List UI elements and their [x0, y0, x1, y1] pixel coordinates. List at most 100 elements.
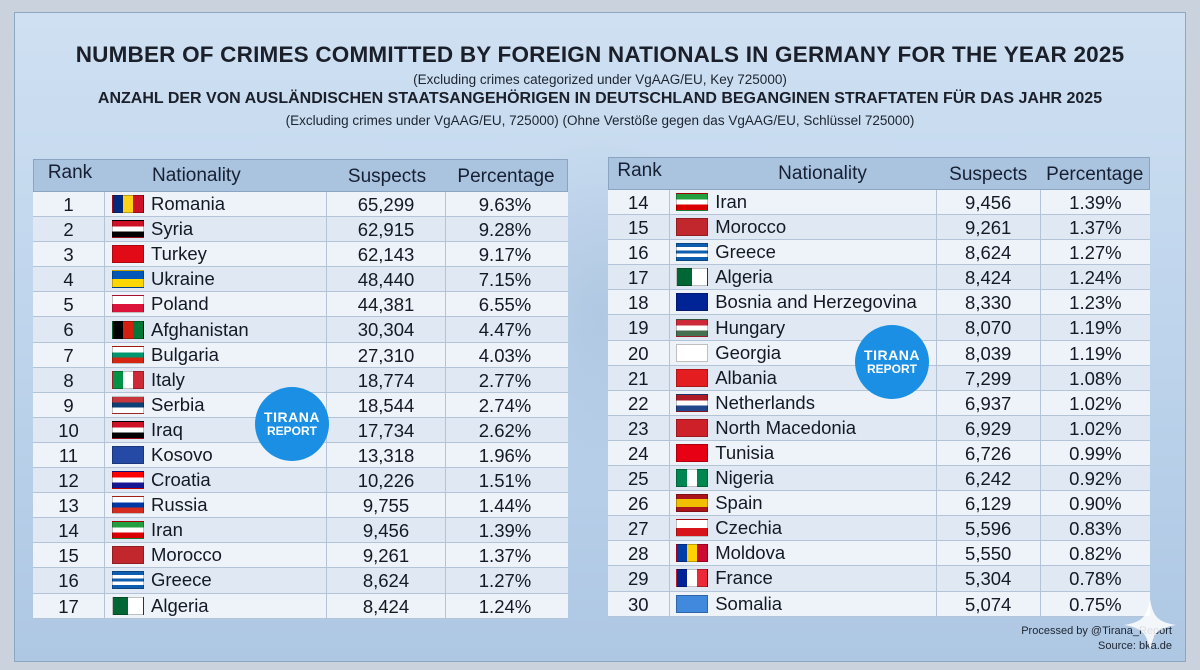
bulgaria-flag-icon — [112, 345, 144, 364]
rank-cell: 16 — [608, 240, 670, 265]
percentage-cell: 0.90% — [1069, 493, 1122, 515]
rank-cell: 13 — [33, 493, 105, 518]
nationality-cell: Bulgaria — [151, 343, 219, 365]
suspects-cell: 10,226 — [326, 468, 446, 493]
percentage-cell: 0.75% — [1069, 593, 1122, 615]
romania-flag-icon — [112, 195, 144, 214]
flag-cell — [105, 571, 151, 590]
flag-cell — [670, 469, 716, 488]
rank-cell: 12 — [33, 468, 105, 493]
flag-cell — [670, 519, 716, 538]
percentage-cell: 1.27% — [478, 570, 532, 592]
tirana-report-logo: TIRANA REPORT — [855, 325, 929, 399]
rank-cell: 14 — [608, 190, 670, 215]
nationality-cell: Spain — [715, 492, 763, 514]
flag-cell — [105, 445, 151, 464]
flag-cell — [105, 320, 151, 339]
table-row: 16 Greece 8,624 1.27% — [33, 568, 568, 594]
rank-cell: 10 — [33, 417, 105, 442]
flag-cell — [105, 345, 151, 364]
nationality-cell: Greece — [151, 569, 212, 591]
poland-flag-icon — [112, 295, 144, 314]
flag-cell — [105, 596, 151, 615]
suspects-cell: 17,734 — [326, 417, 446, 442]
processed-by-credit: Processed by @Tirana_Report — [1021, 625, 1172, 637]
nationality-cell: Russia — [151, 494, 208, 516]
table-row: 16 Greece 8,624 1.27% — [608, 240, 1150, 266]
percentage-cell: 2.77% — [478, 369, 532, 391]
column-header-nationality: Nationality — [152, 164, 241, 186]
italy-flag-icon — [112, 370, 144, 389]
table-row: 28 Moldova 5,550 0.82% — [608, 541, 1150, 567]
percentage-cell: 1.19% — [1069, 317, 1122, 339]
percentage-cell: 1.51% — [478, 470, 532, 492]
percentage-cell: 1.39% — [1069, 192, 1122, 213]
turkey-flag-icon — [112, 245, 144, 264]
suspects-cell: 8,330 — [935, 290, 1041, 315]
column-header-suspects: Suspects — [949, 164, 1028, 185]
table-row: 6 Afghanistan 30,304 4.47% — [33, 317, 568, 343]
suspects-cell: 7,299 — [935, 365, 1041, 390]
percentage-cell: 0.92% — [1069, 468, 1122, 490]
rank-cell: 3 — [33, 242, 105, 267]
rank-cell: 17 — [608, 265, 670, 290]
sparkle-icon — [1124, 599, 1176, 651]
flag-cell — [670, 268, 716, 287]
albania-flag-icon — [676, 368, 709, 387]
nationality-cell: Bosnia and Herzegovina — [715, 291, 917, 313]
kosovo-flag-icon — [112, 445, 144, 464]
nationality-cell: Iraq — [151, 418, 183, 440]
flag-cell — [105, 220, 151, 239]
percentage-cell: 1.24% — [1069, 267, 1122, 289]
nationality-cell: France — [715, 567, 773, 589]
logo-text-line1: TIRANA — [264, 409, 320, 425]
percentage-cell: 1.37% — [478, 545, 532, 567]
table-row: 15 Morocco 9,261 1.37% — [608, 215, 1150, 241]
percentage-cell: 0.78% — [1069, 568, 1122, 590]
flag-cell — [670, 193, 716, 212]
suspects-cell: 48,440 — [326, 267, 446, 292]
syria-flag-icon — [112, 220, 144, 239]
flag-cell — [670, 393, 716, 412]
source-credit: Source: bka.de — [1098, 640, 1172, 652]
nationality-cell: Italy — [151, 368, 185, 390]
suspects-cell: 6,726 — [935, 440, 1041, 466]
suspects-cell: 8,424 — [326, 593, 446, 618]
nationality-cell: Netherlands — [715, 391, 815, 413]
algeria-flag-icon — [112, 596, 144, 615]
percentage-cell: 9.63% — [478, 194, 532, 215]
suspects-cell: 5,074 — [935, 591, 1041, 616]
nationality-cell: Somalia — [715, 592, 783, 614]
nationality-cell: Turkey — [151, 243, 207, 265]
nationality-cell: Tunisia — [715, 441, 775, 463]
column-header-percentage: Percentage — [457, 166, 555, 187]
afghanistan-flag-icon — [112, 320, 144, 339]
rank-cell: 14 — [33, 518, 105, 543]
percentage-cell: 9.17% — [478, 244, 532, 266]
somalia-flag-icon — [676, 594, 709, 613]
nationality-cell: Croatia — [151, 469, 211, 491]
suspects-cell: 27,310 — [326, 342, 446, 367]
flag-cell — [670, 443, 716, 462]
percentage-cell: 2.62% — [478, 419, 532, 441]
flag-cell — [105, 395, 151, 414]
column-header-nationality: Nationality — [778, 162, 867, 184]
table-row: 14 Iran 9,456 1.39% — [608, 190, 1150, 216]
table-row: 18 Bosnia and Herzegovina 8,330 1.23% — [608, 290, 1150, 316]
suspects-cell: 6,929 — [935, 415, 1041, 440]
table-row: 7 Bulgaria 27,310 4.03% — [33, 342, 568, 368]
rank-cell: 28 — [608, 541, 670, 566]
rank-cell: 16 — [33, 568, 105, 593]
nationality-cell: Ukraine — [151, 268, 215, 290]
percentage-cell: 1.02% — [1069, 417, 1122, 439]
nationality-cell: Poland — [151, 293, 209, 315]
page-title-de: ANZAHL DER VON AUSLÄNDISCHEN STAATSANGEH… — [97, 90, 1103, 107]
nationality-cell: Georgia — [715, 341, 782, 363]
percentage-cell: 1.44% — [478, 495, 532, 517]
suspects-cell: 5,304 — [935, 566, 1041, 591]
table-row: 25 Nigeria 6,242 0.92% — [608, 466, 1150, 492]
suspects-cell: 18,774 — [326, 367, 446, 392]
rank-cell: 18 — [608, 290, 670, 315]
nigeria-flag-icon — [676, 469, 709, 488]
percentage-cell: 1.23% — [1069, 292, 1122, 314]
